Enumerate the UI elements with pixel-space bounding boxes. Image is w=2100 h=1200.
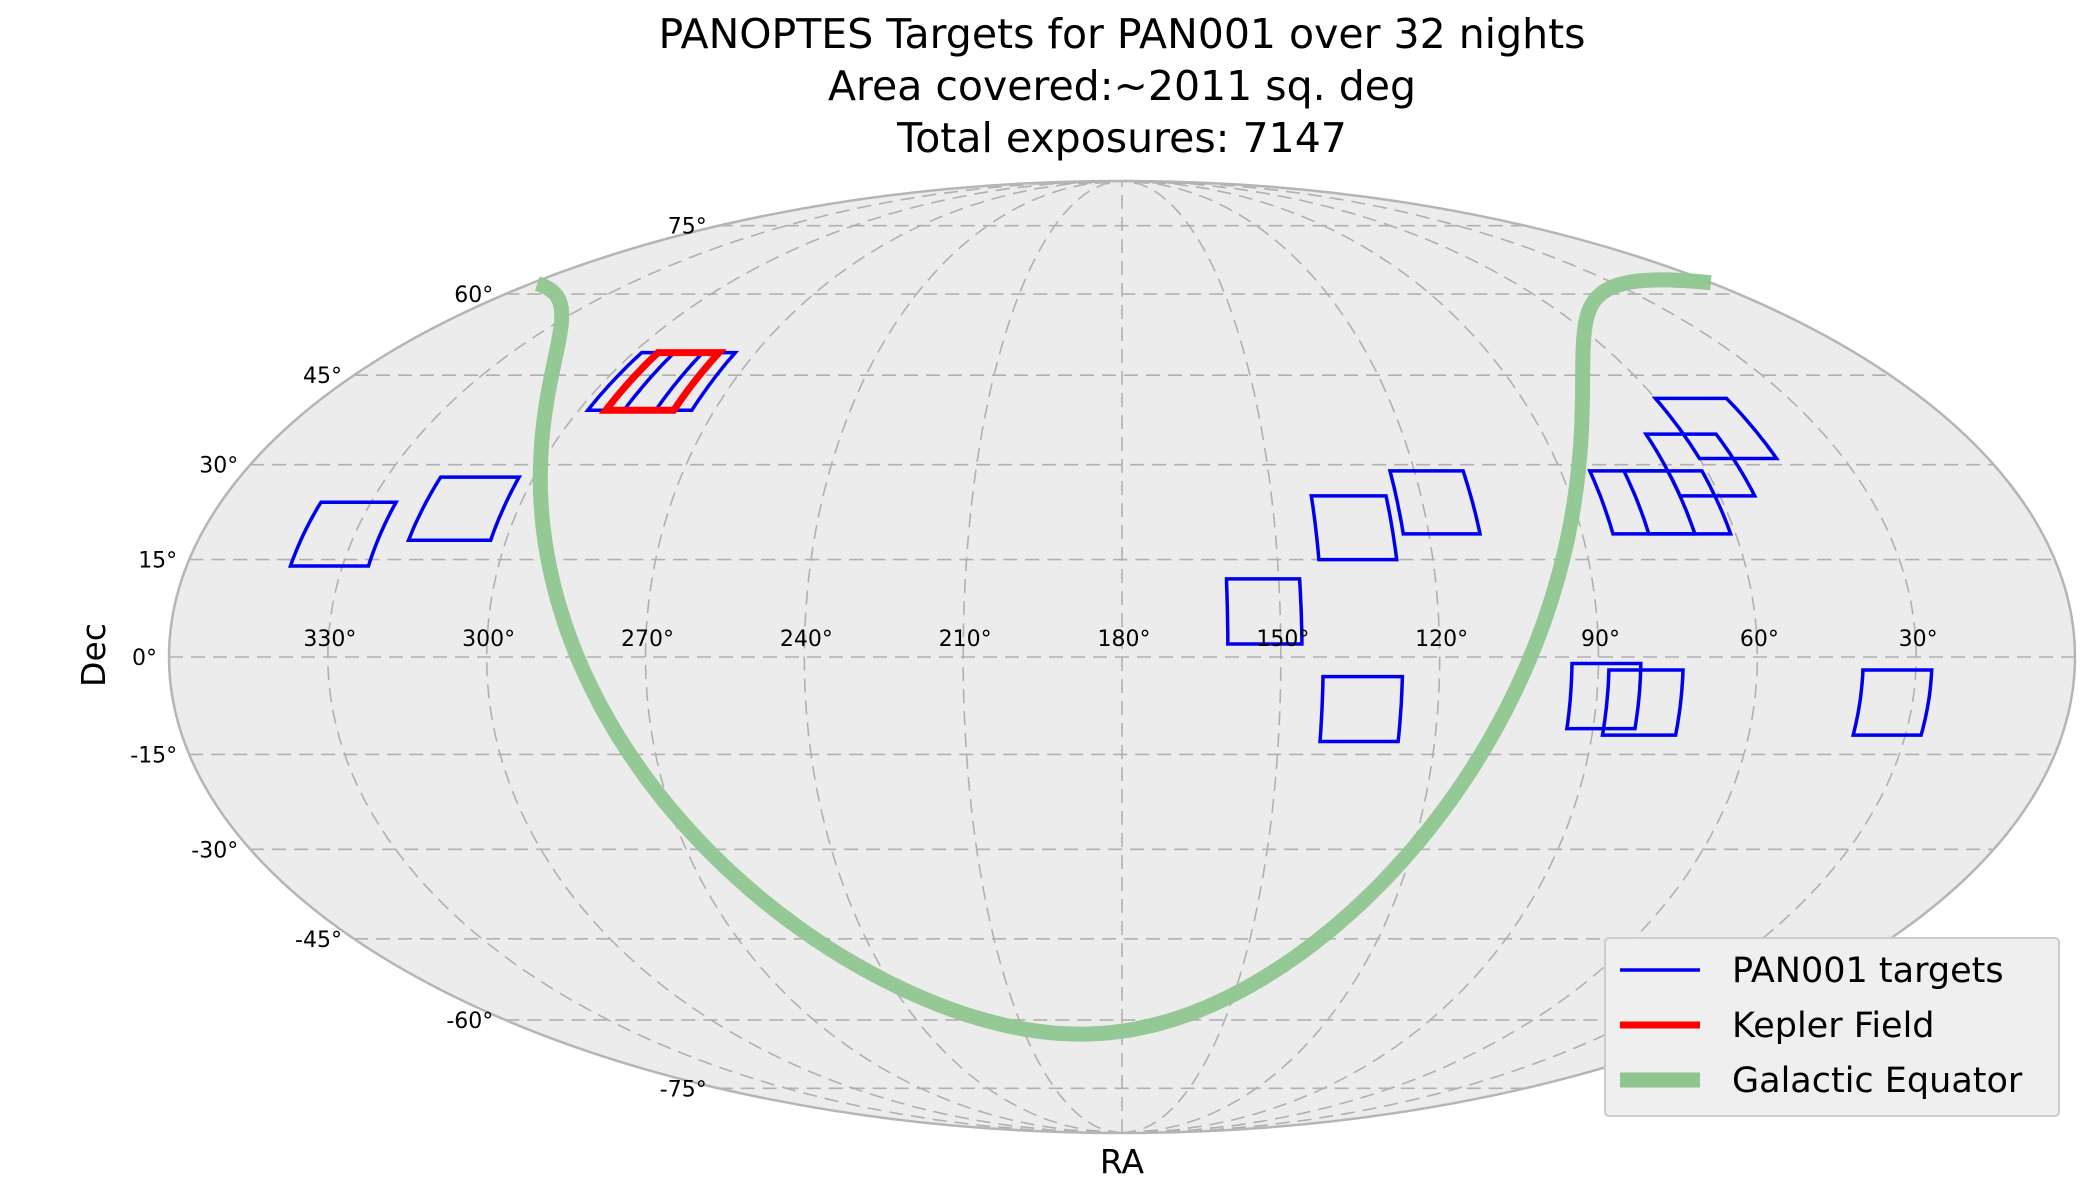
dec-tick-label: 30° [199, 454, 238, 479]
dec-tick-label: -15° [130, 743, 177, 768]
tick-labels: 330° 300° 270° 240° 210° 180° 150° 120° 90° 60° 30… [130, 215, 1937, 1103]
target-field [1850, 668, 1934, 737]
grid-meridian [326, 180, 1123, 1134]
ra-tick-label: 300° [462, 627, 515, 652]
legend-label-galactic: Galactic Equator [1732, 1061, 2023, 1101]
ra-tick-label: 240° [780, 627, 833, 652]
legend-label-targets: PAN001 targets [1732, 951, 2004, 991]
dec-tick-label: 0° [132, 646, 157, 671]
ra-tick-label: 30° [1899, 627, 1938, 652]
target-field [1309, 494, 1399, 562]
title-line-3: Total exposures: 7147 [896, 114, 1347, 162]
plot-area [167, 179, 2077, 1135]
dec-tick-label: 45° [303, 364, 342, 389]
kepler-field [598, 349, 727, 414]
ra-tick-label: 120° [1415, 627, 1468, 652]
target-field [1621, 469, 1734, 536]
y-axis-label: Dec [74, 623, 113, 687]
x-axis-label: RA [1100, 1142, 1145, 1181]
target-field [1642, 432, 1758, 498]
ra-tick-label: 330° [303, 627, 356, 652]
grid-meridian [1121, 180, 1441, 1134]
ra-tick-label: 90° [1581, 627, 1620, 652]
title-line-2: Area covered:~2011 sq. deg [828, 62, 1416, 110]
chart-title: PANOPTES Targets for PAN001 over 32 nigh… [658, 10, 1585, 162]
ra-tick-label: 60° [1740, 627, 1779, 652]
legend-box [1604, 937, 2060, 1117]
target-field [1318, 674, 1405, 744]
ra-tick-label: 210° [939, 627, 992, 652]
dec-tick-label: -60° [446, 1009, 493, 1034]
ra-tick-label: 270° [621, 627, 674, 652]
target-field [405, 475, 523, 543]
dec-tick-label: 60° [454, 283, 493, 308]
grid-meridian [485, 180, 1123, 1134]
target-field [1651, 396, 1780, 461]
title-line-1: PANOPTES Targets for PAN001 over 32 nigh… [658, 10, 1585, 58]
galactic-equator-line [532, 272, 1712, 1042]
legend: PAN001 targets Kepler Field Galactic Equ… [1604, 937, 2060, 1117]
grid-meridian [803, 180, 1123, 1134]
target-field [1600, 668, 1685, 737]
dec-tick-label: -30° [191, 838, 238, 863]
target-field [1224, 577, 1304, 646]
ra-tick-label: 150° [1256, 627, 1309, 652]
ra-tick-label: 180° [1098, 627, 1151, 652]
grid-meridian [1121, 180, 1282, 1134]
grid-meridian [1121, 180, 1759, 1134]
target-field [288, 500, 400, 568]
sky-outline [167, 179, 2077, 1135]
target-field [1387, 469, 1483, 536]
dec-tick-label: 75° [668, 215, 707, 240]
grid-meridian [1121, 180, 1600, 1134]
dec-tick-label: -75° [660, 1077, 707, 1102]
target-field [1564, 661, 1643, 731]
legend-label-kepler: Kepler Field [1732, 1006, 1935, 1046]
dec-tick-label: 15° [138, 549, 177, 574]
dec-tick-label: -45° [295, 928, 342, 953]
grid-meridian [644, 180, 1123, 1134]
grid-meridian [962, 180, 1123, 1134]
